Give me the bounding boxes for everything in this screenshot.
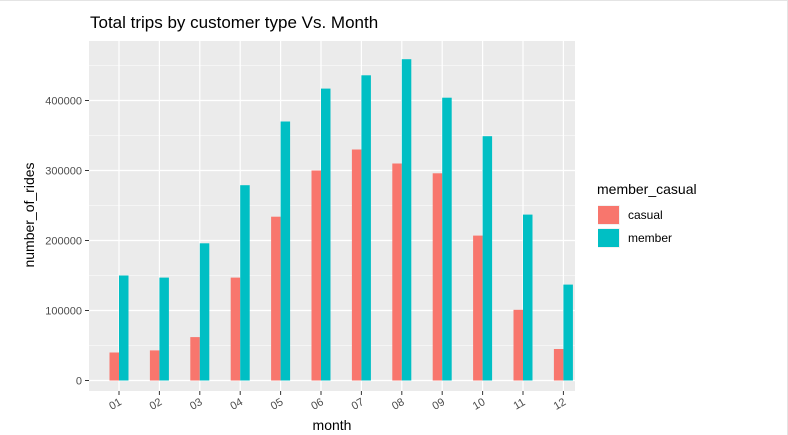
bar-member	[240, 185, 250, 381]
y-axis: 0 100000 200000 300000 400000	[45, 96, 89, 388]
bar-member	[119, 275, 129, 381]
x-tick-label: 01	[107, 396, 124, 413]
bar-member	[321, 88, 331, 381]
x-tick-label: 10	[471, 396, 488, 413]
bar-member	[361, 75, 371, 381]
chart-title: Total trips by customer type Vs. Month	[90, 13, 378, 32]
bar-casual	[109, 352, 119, 381]
y-tick-label: 200000	[45, 236, 82, 248]
x-tick-label: 02	[148, 396, 165, 413]
x-tick-label: 12	[552, 396, 569, 413]
bar-casual	[513, 309, 523, 381]
bars	[109, 59, 573, 381]
bar-casual	[149, 350, 160, 381]
x-tick-label: 04	[228, 396, 245, 413]
y-tick-label: 400000	[45, 96, 82, 108]
bar-member	[482, 136, 493, 381]
x-tick-label: 05	[269, 396, 286, 413]
legend-key-casual	[598, 206, 619, 224]
bar-casual	[392, 163, 402, 381]
bar-casual	[271, 216, 281, 381]
bar-casual	[311, 170, 321, 381]
bar-member	[523, 214, 533, 381]
x-tick-label: 06	[309, 396, 326, 413]
bar-casual	[432, 173, 443, 381]
bar-member	[563, 284, 573, 381]
x-tick-label: 03	[188, 396, 205, 413]
bar-casual	[553, 349, 564, 381]
x-tick-label: 08	[390, 396, 407, 413]
bar-member	[280, 121, 291, 381]
bar-member	[199, 243, 210, 381]
x-axis-label: month	[313, 417, 352, 433]
legend-key-member	[598, 229, 619, 247]
x-tick-label: 07	[350, 396, 367, 413]
legend-label-casual: casual	[628, 208, 663, 222]
bar-member	[159, 277, 169, 381]
y-axis-label: number_of_rides	[21, 162, 37, 267]
y-tick-label: 0	[76, 376, 82, 388]
legend-label-member: member	[628, 231, 672, 245]
x-tick-label: 11	[512, 396, 528, 412]
y-tick-label: 300000	[45, 166, 82, 178]
x-tick-label: 09	[430, 396, 447, 413]
window-top-border	[0, 0, 788, 1]
x-axis: 01 02 03 04 05 06 07 08 09 10 11 12	[107, 391, 568, 413]
bar-casual	[230, 277, 241, 381]
legend-title: member_casual	[597, 181, 697, 197]
bar-member	[442, 97, 452, 381]
y-tick-label: 100000	[45, 306, 82, 318]
bar-casual	[473, 235, 483, 381]
bar-casual	[351, 149, 362, 381]
plot-panel	[89, 41, 575, 391]
bar-member	[401, 59, 412, 381]
legend: member_casual casual member	[597, 181, 697, 248]
bar-casual	[190, 337, 200, 381]
